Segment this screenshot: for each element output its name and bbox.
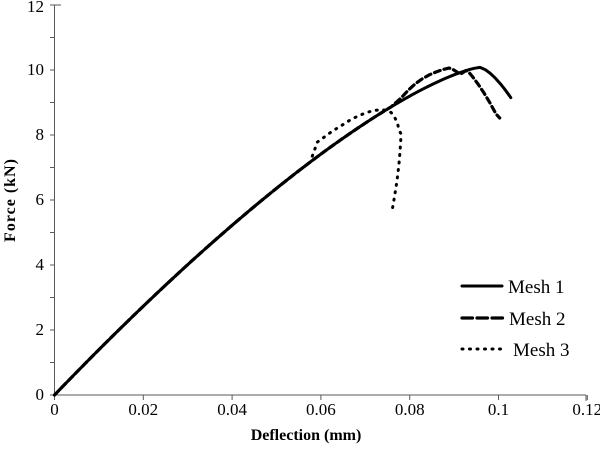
svg-text:0: 0 bbox=[36, 385, 45, 404]
svg-text:0.02: 0.02 bbox=[128, 400, 158, 419]
svg-text:0.08: 0.08 bbox=[395, 400, 425, 419]
svg-text:2: 2 bbox=[36, 320, 45, 339]
svg-text:0.06: 0.06 bbox=[306, 400, 336, 419]
svg-text:8: 8 bbox=[36, 125, 45, 144]
svg-text:Mesh 3: Mesh 3 bbox=[513, 340, 569, 361]
svg-text:4: 4 bbox=[36, 255, 45, 274]
svg-text:Mesh 1: Mesh 1 bbox=[508, 277, 564, 298]
svg-text:6: 6 bbox=[36, 190, 45, 209]
svg-text:0.04: 0.04 bbox=[217, 400, 247, 419]
svg-text:Mesh 2: Mesh 2 bbox=[509, 309, 565, 330]
svg-text:12: 12 bbox=[27, 0, 44, 16]
svg-text:0.1: 0.1 bbox=[488, 400, 509, 419]
svg-text:0: 0 bbox=[50, 400, 59, 419]
svg-text:10: 10 bbox=[27, 60, 44, 79]
svg-text:0.12: 0.12 bbox=[572, 400, 600, 419]
